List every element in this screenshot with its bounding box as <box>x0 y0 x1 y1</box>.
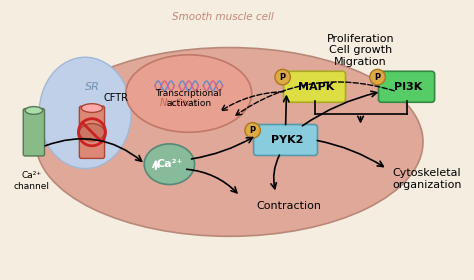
Text: Smooth muscle cell: Smooth muscle cell <box>172 12 273 22</box>
Text: Ca²⁺
channel: Ca²⁺ channel <box>14 171 50 191</box>
Circle shape <box>245 123 260 138</box>
FancyBboxPatch shape <box>79 106 105 158</box>
Text: Transcriptional
activation: Transcriptional activation <box>155 89 222 108</box>
Text: SR: SR <box>84 82 100 92</box>
Text: Cytoskeletal
organization: Cytoskeletal organization <box>392 168 462 190</box>
FancyBboxPatch shape <box>283 71 346 102</box>
Text: P: P <box>374 73 381 81</box>
FancyBboxPatch shape <box>378 71 435 102</box>
Text: P: P <box>280 73 286 81</box>
Text: Contraction: Contraction <box>256 201 321 211</box>
Text: P: P <box>250 126 255 135</box>
Text: Nucleus: Nucleus <box>160 98 199 108</box>
FancyBboxPatch shape <box>254 125 318 155</box>
Text: CFTR: CFTR <box>104 93 128 103</box>
Ellipse shape <box>144 144 194 185</box>
Ellipse shape <box>25 107 43 114</box>
Circle shape <box>370 69 385 85</box>
Text: PI3K: PI3K <box>394 82 423 92</box>
Text: PYK2: PYK2 <box>271 135 304 145</box>
FancyBboxPatch shape <box>23 109 45 156</box>
Ellipse shape <box>36 48 423 236</box>
Ellipse shape <box>82 104 102 112</box>
Text: Proliferation
Cell growth
Migration: Proliferation Cell growth Migration <box>327 34 394 67</box>
Ellipse shape <box>126 55 252 132</box>
Ellipse shape <box>79 123 105 141</box>
Text: Ca²⁺: Ca²⁺ <box>156 159 182 169</box>
Circle shape <box>275 69 291 85</box>
Text: MAPK: MAPK <box>299 82 335 92</box>
Ellipse shape <box>39 57 131 169</box>
